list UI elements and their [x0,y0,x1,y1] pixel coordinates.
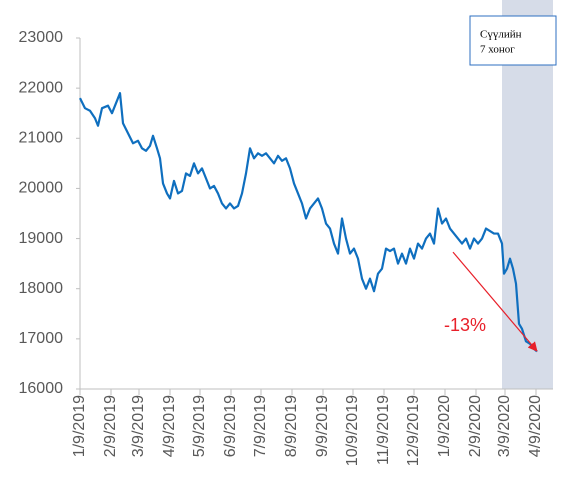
y-tick-label: 18000 [19,280,64,297]
y-tick-label: 21000 [19,130,64,147]
x-tick-label: 6/9/2019 [222,395,239,457]
y-tick-label: 22000 [19,79,64,96]
x-tick-label: 1/9/2019 [71,395,88,457]
highlight-label: 7 хоног [480,44,515,56]
change-arrow [452,251,538,352]
x-tick-label: 3/9/2019 [130,395,147,457]
x-tick-label: 9/9/2019 [314,395,331,457]
highlight-label: Сүүлийн [480,29,522,41]
line [79,92,538,353]
x-tick-label: 12/9/2019 [405,395,422,466]
x-tick-label: 1/9/2020 [436,395,453,457]
y-tick-label: 19000 [19,230,64,247]
change-label: -13% [444,315,486,335]
x-tick-label: 3/9/2020 [496,395,513,457]
y-tick-label: 17000 [19,330,64,347]
y-tick-label: 20000 [19,180,64,197]
x-tick-label: 7/9/2019 [252,395,269,457]
x-tick-label: 8/9/2019 [283,395,300,457]
x-tick-label: 5/9/2019 [191,395,208,457]
x-tick-label: 4/9/2020 [527,395,544,457]
x-tick-label: 11/9/2019 [375,395,392,465]
x-tick-label: 4/9/2019 [161,395,178,457]
x-tick-label: 2/9/2019 [102,395,119,457]
y-tick-label: 23000 [19,29,64,46]
x-tick-label: 10/9/2019 [344,395,361,466]
x-tick-label: 2/9/2020 [467,395,484,457]
y-tick-label: 16000 [19,380,64,397]
highlight-label-box [469,15,557,66]
